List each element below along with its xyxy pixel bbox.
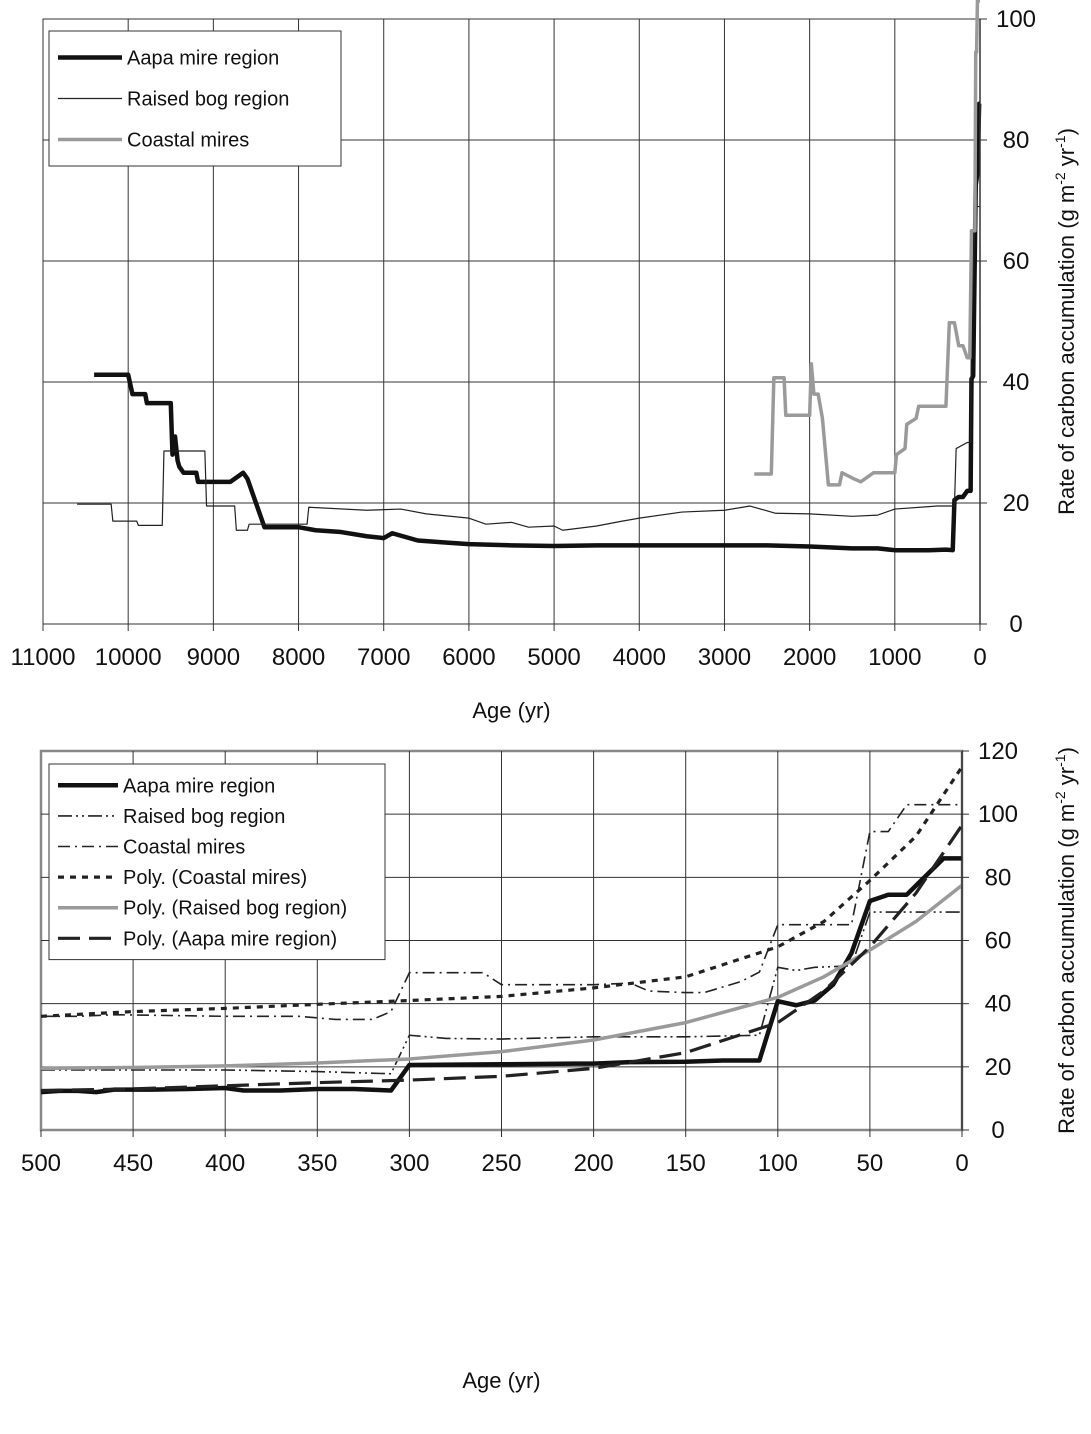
chart-bottom-legend-label: Coastal mires [123,837,245,859]
chart-top-legend-label: Coastal mires [127,130,249,152]
chart-bottom-x-tick-label: 200 [574,1150,614,1177]
chart-top-x-tick-label: 0 [973,644,986,671]
chart-top-x-tick-label: 2000 [783,644,836,671]
chart-bottom-x-tick-label: 100 [758,1150,798,1177]
chart-top-y-tick-label: 80 [1003,127,1030,154]
chart-bottom-legend-label: Poly. (Aapa mire region) [123,928,337,950]
chart-bottom-x-tick-label: 150 [666,1150,706,1177]
chart-bottom: 500 450 400 350 300 250 200 150 100 50 00204060801… [21,738,1079,1393]
chart-bottom-y-tick-label: 40 [985,991,1012,1018]
chart-bottom-legend-label: Raised bog region [123,806,285,828]
chart-bottom-x-tick-label: 300 [389,1150,429,1177]
chart-bottom-y-axis-label: Rate of carbon accumulation (g m-2 yr-1) [1052,747,1079,1134]
chart-top-legend-label: Raised bog region [127,89,289,111]
chart-top-y-tick-label: 100 [996,6,1036,33]
chart-bottom-x-tick-label: 500 [21,1150,61,1177]
chart-bottom-series-line-1 [41,911,962,1075]
chart-top-x-tick-label: 10000 [95,644,162,671]
chart-top-x-tick-label: 1000 [868,644,921,671]
chart-top-y-tick-label: 40 [1003,369,1030,396]
chart-top: 11000 10000 9000 8000 7000 6000 5000 4000 3000 20… [11,0,1079,723]
chart-bottom-legend-label: Poly. (Coastal mires) [123,867,307,889]
chart-top-x-tick-label: 9000 [187,644,240,671]
chart-bottom-y-tick-label: 60 [985,928,1012,955]
chart-bottom-x-tick-label: 250 [481,1150,521,1177]
chart-top-legend-label: Aapa mire region [127,48,279,70]
chart-bottom-x-tick-label: 450 [113,1150,153,1177]
chart-bottom-series-line-4 [40,883,964,1071]
chart-bottom-legend: Aapa mire region Raised bog region Coastal… [48,763,386,961]
chart-top-x-tick-label: 3000 [698,644,751,671]
chart-top-series [77,0,982,553]
chart-top-y-tick-label: 0 [1009,611,1022,638]
chart-top-y-axis-label-part: -1 [1052,135,1068,148]
chart-bottom-x-tick-label: 350 [297,1150,337,1177]
chart-bottom-x-axis-label: Age (yr) [462,1368,540,1393]
chart-top-grid [42,18,981,625]
chart-top-y-axis-label-part: Rate of carbon accumulation (g m [1054,185,1079,515]
chart-top-x-tick-label: 7000 [357,644,410,671]
chart-bottom-x-tick-label: 400 [205,1150,245,1177]
chart-top-y-axis-label: Rate of carbon accumulation (g m-2 yr-1) [1052,128,1079,515]
chart-bottom-y-tick-label: 120 [978,738,1018,765]
chart-bottom-legend-label: Aapa mire region [123,775,275,797]
chart-top-x-tick-label: 8000 [272,644,325,671]
chart-top-y-tick-label: 20 [1003,490,1030,517]
chart-bottom-y-tick-label: 80 [985,864,1012,891]
chart-top-x-tick-label: 11000 [11,644,76,671]
chart-top-series-line-0 [94,101,982,553]
chart-top-y-axis-label-part: yr [1054,148,1079,172]
chart-bottom-y-tick-label: 0 [991,1117,1004,1144]
chart-top-legend: Aapa mire region Raised bog region Coastal… [48,30,342,167]
chart-bottom-y-tick-label: 20 [985,1054,1012,1081]
chart-top-axes: 11000 10000 9000 8000 7000 6000 5000 4000 3000 20… [11,6,1037,671]
chart-bottom-y-axis-label-part: -2 [1052,791,1068,804]
chart-bottom-axes: 500 450 400 350 300 250 200 150 100 50 00204060801… [21,738,1018,1177]
chart-bottom-y-axis-label-part: Rate of carbon accumulation (g m [1054,804,1079,1134]
chart-top-series-line-2 [754,0,981,487]
chart-top-y-tick-label: 60 [1003,248,1030,275]
chart-bottom-y-axis-label-part: yr [1054,767,1079,791]
chart-bottom-legend-label: Poly. (Raised bog region) [123,898,347,920]
chart-bottom-x-tick-label: 50 [857,1150,884,1177]
chart-bottom-y-axis-label-part: -1 [1052,754,1068,767]
chart-bottom-series [40,765,964,1095]
chart-top-x-tick-label: 4000 [613,644,666,671]
chart-top-x-tick-label: 5000 [527,644,580,671]
chart-bottom-y-tick-label: 100 [978,801,1018,828]
chart-top-y-axis-label-part: ) [1054,128,1079,135]
chart-bottom-x-tick-label: 0 [955,1150,968,1177]
chart-top-x-tick-label: 6000 [442,644,495,671]
chart-top-y-axis-label-part: -2 [1052,172,1068,185]
chart-bottom-series-line-2 [41,803,962,1021]
chart-bottom-y-axis-label-part: ) [1054,747,1079,754]
chart-bottom-series-line-3 [40,765,964,1018]
chart-top-x-axis-label: Age (yr) [472,698,550,723]
chart-top-series-line-1 [77,205,980,531]
chart-bottom-legend-box [48,763,386,961]
